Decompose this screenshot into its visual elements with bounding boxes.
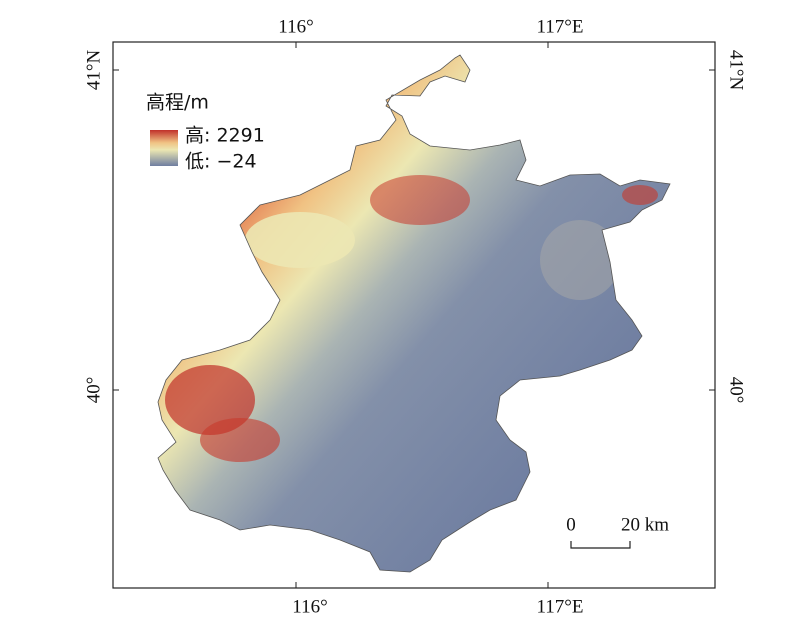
graticule-ticks (113, 42, 715, 588)
lat-label: 40° (726, 377, 747, 404)
lat-label: 40° (83, 377, 104, 404)
scale-bar: 0 20 km (566, 514, 669, 549)
lon-label: 117°E (537, 16, 584, 37)
lon-label: 116° (278, 16, 313, 37)
lat-label: 41°N (726, 50, 747, 91)
scale-start: 0 (566, 514, 576, 535)
lon-label: 116° (292, 596, 327, 617)
legend-low: 低: −24 (185, 151, 257, 173)
scale-end: 20 km (621, 514, 669, 535)
lat-label: 41°N (83, 50, 104, 91)
legend-high: 高: 2291 (185, 125, 265, 147)
legend: 高程/m 高: 2291 低: −24 (146, 92, 265, 173)
legend-title: 高程/m (146, 92, 209, 114)
lon-label: 117°E (537, 596, 584, 617)
map-frame (112, 41, 716, 589)
legend-swatch (150, 130, 178, 166)
